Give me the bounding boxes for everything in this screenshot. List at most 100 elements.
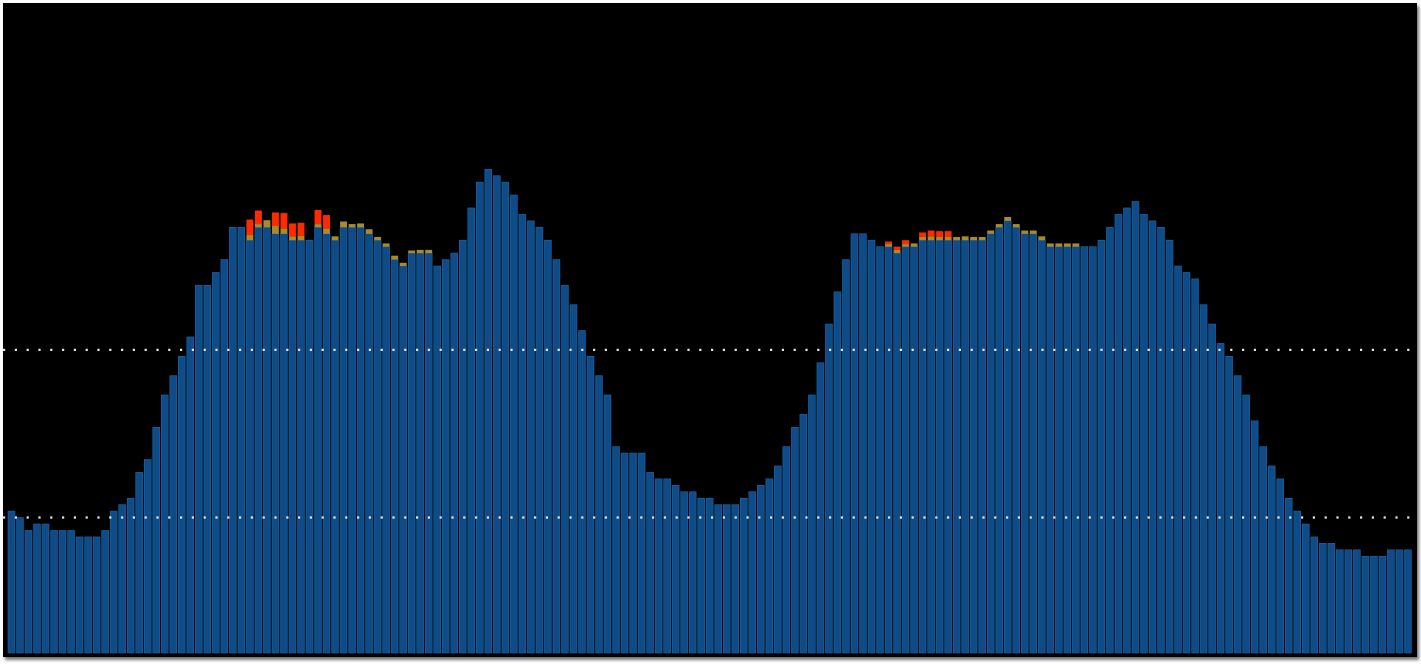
bar-segment-base <box>978 239 986 654</box>
bar-segment-base <box>229 227 237 654</box>
bar-segment-base <box>535 227 544 654</box>
bar-segment-base <box>382 246 390 654</box>
bar-segment-base <box>1199 304 1208 654</box>
bar-segment-base <box>1165 239 1174 654</box>
bar-segment-base <box>1174 265 1182 654</box>
bar-segment-base <box>850 233 859 654</box>
bar-segment-warning <box>1038 236 1046 241</box>
bar-segment-warning <box>893 249 901 254</box>
bar-segment-base <box>1404 549 1412 654</box>
bar-segment-warning <box>1072 243 1080 247</box>
bar-segment-base <box>986 233 995 654</box>
bar-segment-base <box>697 497 705 654</box>
bar-segment-base <box>680 491 688 654</box>
bar-segment-base <box>1182 272 1191 654</box>
bar-segment-base <box>1361 555 1370 654</box>
bar-segment-warning <box>910 243 918 247</box>
bar-segment-base <box>927 239 935 654</box>
bar-segment-base <box>373 239 382 654</box>
bar-segment-base <box>33 523 41 654</box>
bar-segment-warning <box>425 249 433 254</box>
bar-segment-warning <box>1063 243 1071 247</box>
bar-segment-base <box>152 426 160 654</box>
bar-segment-critical <box>314 209 322 225</box>
bar-segment-warning <box>280 228 288 234</box>
bar-segment-warning <box>331 236 339 241</box>
bar-segment-base <box>842 259 850 654</box>
bar-segment-base <box>135 472 143 654</box>
bar-segment-warning <box>927 236 935 241</box>
bar-segment-base <box>833 291 842 654</box>
bar-segment-base <box>1063 246 1072 654</box>
bar-segment-warning <box>902 244 910 247</box>
bar-segment-base <box>952 239 961 654</box>
bar-segment-base <box>1242 394 1250 654</box>
bar-segment-base <box>561 285 569 654</box>
bar-segment-base <box>518 214 527 654</box>
bar-segment-base <box>160 394 169 654</box>
bar-segment-warning <box>885 244 892 247</box>
bar-segment-base <box>50 530 58 654</box>
bar-segment-base <box>390 259 399 654</box>
bar-segment-base <box>1344 549 1353 654</box>
bar-segment-critical <box>902 240 910 245</box>
bar-segment-base <box>58 530 67 654</box>
bar-segment-base <box>339 227 348 654</box>
bar-segment-base <box>143 459 152 654</box>
bar-segment-base <box>620 452 629 654</box>
bar-segment-base <box>67 530 75 654</box>
bar-segment-base <box>1208 323 1216 654</box>
bar-segment-base <box>748 491 757 654</box>
bar-segment-base <box>1097 239 1106 654</box>
bar-segment-critical <box>246 219 254 236</box>
bar-segment-base <box>24 530 33 654</box>
bar-segment-critical <box>289 223 296 237</box>
bar-segment-base <box>791 426 799 654</box>
bar-segment-critical <box>944 231 952 237</box>
bar-segment-base <box>407 252 416 654</box>
bar-segment-base <box>271 233 280 654</box>
bar-segment-base <box>41 523 50 654</box>
bar-segment-base <box>1370 555 1378 654</box>
bar-segment-base <box>1080 246 1089 654</box>
bar-segment-base <box>178 355 186 654</box>
bar-segment-base <box>969 239 978 654</box>
bar-segment-warning <box>365 229 373 234</box>
bar-segment-warning <box>391 255 399 260</box>
bar-segment-base <box>1114 214 1123 654</box>
bar-segment-base <box>884 246 893 654</box>
bar-segment-base <box>501 181 510 654</box>
bar-segment-base <box>399 265 407 654</box>
bar-segment-base <box>305 239 314 654</box>
bar-segment-base <box>1106 227 1114 654</box>
bar-segment-warning <box>340 221 348 228</box>
bar-segment-base <box>467 207 476 654</box>
bar-segment-base <box>1029 233 1038 654</box>
bar-segment-base <box>1157 227 1165 654</box>
bar-segment-base <box>1123 207 1131 654</box>
bar-segment-warning <box>314 224 322 228</box>
bar-segment-base <box>629 452 637 654</box>
bar-segment-base <box>1310 536 1319 654</box>
bar-segment-base <box>186 336 195 654</box>
bar-segment-base <box>578 330 586 654</box>
bar-segment-base <box>569 304 578 654</box>
bar-segment-base <box>322 233 331 654</box>
bar-segment-base <box>1225 355 1233 654</box>
bar-segment-base <box>552 259 561 654</box>
bar-segment-warning <box>271 226 279 234</box>
bar-segment-base <box>92 536 101 654</box>
bar-segment-warning <box>970 236 978 241</box>
bar-segment-warning <box>1021 230 1029 234</box>
bar-segment-critical <box>280 213 288 229</box>
bar-segment-critical <box>323 215 330 229</box>
bar-segment-base <box>254 227 263 654</box>
bar-segment-base <box>237 227 246 654</box>
bar-segment-base <box>263 227 271 654</box>
bar-segment-base <box>1378 555 1387 654</box>
bar-segment-base <box>7 510 16 654</box>
bar-segment-base <box>1089 246 1097 654</box>
bar-segment-warning <box>953 236 961 241</box>
bar-segment-base <box>84 536 92 654</box>
bar-segment-base <box>1003 220 1012 654</box>
